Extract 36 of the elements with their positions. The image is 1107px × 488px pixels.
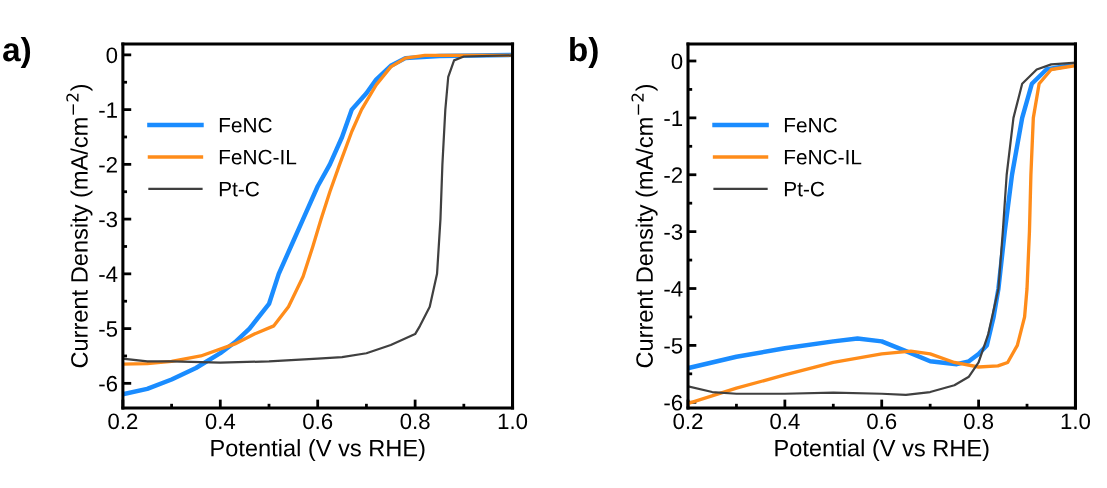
x-tick-label: 0.2 — [108, 413, 138, 430]
y-tick-label: -2 — [664, 167, 683, 183]
y-tick-label: -1 — [99, 102, 117, 118]
y-axis-title: Current Density (mA/cm$^{−2}$) — [631, 85, 658, 368]
y-tick-label: -4 — [99, 266, 118, 282]
chart-title: a) — [3, 36, 31, 68]
y-tick-label: 0 — [671, 53, 683, 70]
chart-title: b) — [570, 36, 598, 68]
x-tick-label: 0.6 — [867, 413, 897, 430]
x-tick-label: 0.4 — [205, 413, 236, 430]
x-tick-label: 0.4 — [770, 413, 800, 430]
legend-label: FeNC — [219, 117, 272, 133]
y-tick-label: -6 — [664, 394, 683, 411]
y-tick-label: -1 — [664, 110, 683, 126]
y-tick-label: -3 — [664, 224, 683, 240]
legend-label: Pt-C — [219, 181, 260, 197]
y-tick-label: 0 — [106, 47, 118, 64]
y-tick-label: -4 — [664, 281, 683, 297]
legend-label: FeNC-IL — [219, 149, 297, 165]
x-tick-label: 0.8 — [964, 413, 994, 430]
y-axis-title: Current Density (mA/cm$^{−2}$) — [66, 85, 93, 368]
legend-label: FeNC-IL — [784, 149, 862, 165]
x-tick-label: 1.0 — [1061, 413, 1091, 430]
y-tick-label: -3 — [99, 211, 118, 228]
y-tick-label: -2 — [99, 156, 117, 173]
x-tick-label: 0.8 — [400, 413, 430, 430]
y-tick-label: -5 — [664, 338, 683, 354]
y-tick-label: -6 — [99, 375, 118, 392]
legend-label: FeNC — [784, 117, 837, 133]
y-tick-label: -5 — [99, 321, 118, 337]
x-tick-label: 0.6 — [303, 413, 333, 430]
x-tick-label: 0.2 — [673, 413, 703, 430]
x-tick-label: 1.0 — [498, 413, 528, 430]
x-axis-title: Potential (V vs RHE) — [211, 439, 425, 462]
x-axis-title: Potential (V vs RHE) — [775, 439, 989, 462]
legend-label: Pt-C — [784, 181, 825, 197]
